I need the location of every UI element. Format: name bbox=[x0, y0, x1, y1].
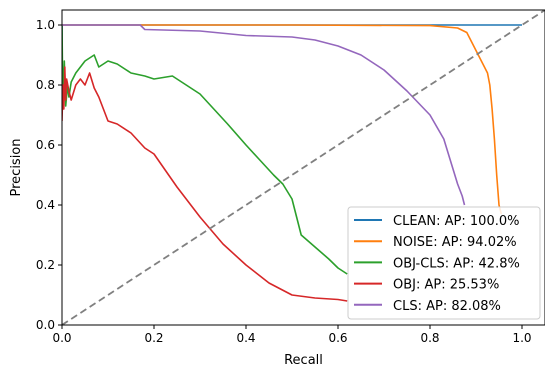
y-tick-label: 0.2 bbox=[36, 258, 55, 272]
x-tick-label: 0.4 bbox=[236, 331, 255, 345]
series-line-1 bbox=[62, 24, 503, 215]
series-line-3 bbox=[62, 66, 348, 302]
plot-frame bbox=[61, 9, 545, 326]
x-axis-label: Recall bbox=[284, 353, 323, 368]
diagonal-layer bbox=[62, 10, 545, 325]
y-axis-ticks: 0.0 0.2 0.4 0.6 0.8 1.0 bbox=[36, 18, 62, 332]
legend-label: CLS: AP: 82.08% bbox=[393, 299, 501, 314]
x-tick-label: 0.6 bbox=[328, 331, 347, 345]
legend: CLEAN: AP: 100.0% NOISE: AP: 94.02% OBJ-CL… bbox=[347, 206, 541, 320]
legend-box bbox=[347, 206, 541, 320]
y-tick-label: 0.8 bbox=[36, 78, 55, 92]
diagonal-reference-line bbox=[62, 10, 545, 325]
y-tick-label: 0.6 bbox=[36, 138, 55, 152]
series-line-2 bbox=[62, 24, 348, 275]
x-tick-label: 0.8 bbox=[420, 331, 439, 345]
x-tick-label: 0.0 bbox=[52, 331, 71, 345]
x-tick-label: 0.2 bbox=[144, 331, 163, 345]
y-tick-label: 0.4 bbox=[36, 198, 55, 212]
legend-label: OBJ: AP: 25.53% bbox=[393, 278, 499, 293]
x-axis-ticks: 0.0 0.2 0.4 0.6 0.8 1.0 bbox=[52, 325, 532, 345]
y-tick-label: 0.0 bbox=[36, 318, 55, 332]
legend-label: CLEAN: AP: 100.0% bbox=[393, 214, 519, 229]
series-line-4 bbox=[62, 24, 466, 206]
x-tick-label: 1.0 bbox=[512, 331, 531, 345]
legend-label: NOISE: AP: 94.02% bbox=[393, 235, 517, 250]
y-tick-label: 1.0 bbox=[36, 18, 55, 32]
series-layer bbox=[62, 24, 522, 302]
y-axis-label: Precision bbox=[9, 138, 24, 196]
legend-label: OBJ-CLS: AP: 42.8% bbox=[393, 256, 520, 271]
